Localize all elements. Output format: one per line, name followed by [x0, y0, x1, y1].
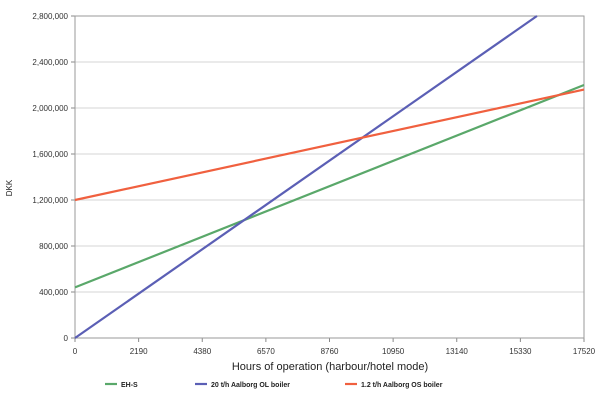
y-tick-label: 0 [64, 334, 69, 343]
x-tick-label: 17520 [573, 347, 596, 356]
x-tick-label: 15330 [509, 347, 532, 356]
y-tick-label: 1,600,000 [32, 150, 68, 159]
x-tick-labels: 0 2190 4380 6570 8760 10950 13140 15330 17520 [73, 347, 596, 356]
legend-item: 20 t/h Aalborg OL boiler [211, 382, 290, 389]
gridlines [75, 15, 584, 293]
legend-item: 1.2 t/h Aalborg OS boiler [361, 382, 443, 389]
y-tick-label: 2,000,000 [32, 104, 68, 113]
y-axis-title: DKK [5, 179, 14, 196]
series-line-20-t-h-aalborg-ol-boiler [74, 15, 538, 339]
axes [71, 15, 585, 342]
x-tick-label: 10950 [382, 347, 405, 356]
x-tick-label: 8760 [321, 347, 339, 356]
legend-item: EH-S [121, 382, 138, 389]
legend: EH-S 20 t/h Aalborg OL boiler 1.2 t/h Aalb… [105, 382, 443, 389]
series-line-1-2-t-h-aalborg-os-boiler [74, 88, 585, 202]
x-tick-label: 0 [73, 347, 78, 356]
x-tick-label: 4380 [193, 347, 211, 356]
x-axis-title: Hours of operation (harbour/hotel mode) [232, 361, 428, 373]
series-lines [74, 15, 585, 339]
y-tick-label: 1,200,000 [32, 196, 68, 205]
y-tick-labels: 0 400,000 800,000 1,200,000 1,600,000 2,000,0… [32, 12, 68, 343]
series-line-eh-s [74, 83, 585, 289]
x-tick-label: 6570 [257, 347, 275, 356]
y-tick-label: 400,000 [39, 288, 68, 297]
x-tick-label: 13140 [446, 347, 469, 356]
y-tick-label: 2,800,000 [32, 12, 68, 21]
y-tick-label: 2,400,000 [32, 58, 68, 67]
y-tick-label: 800,000 [39, 242, 68, 251]
x-tick-label: 2190 [130, 347, 148, 356]
plot-frame [74, 15, 585, 339]
